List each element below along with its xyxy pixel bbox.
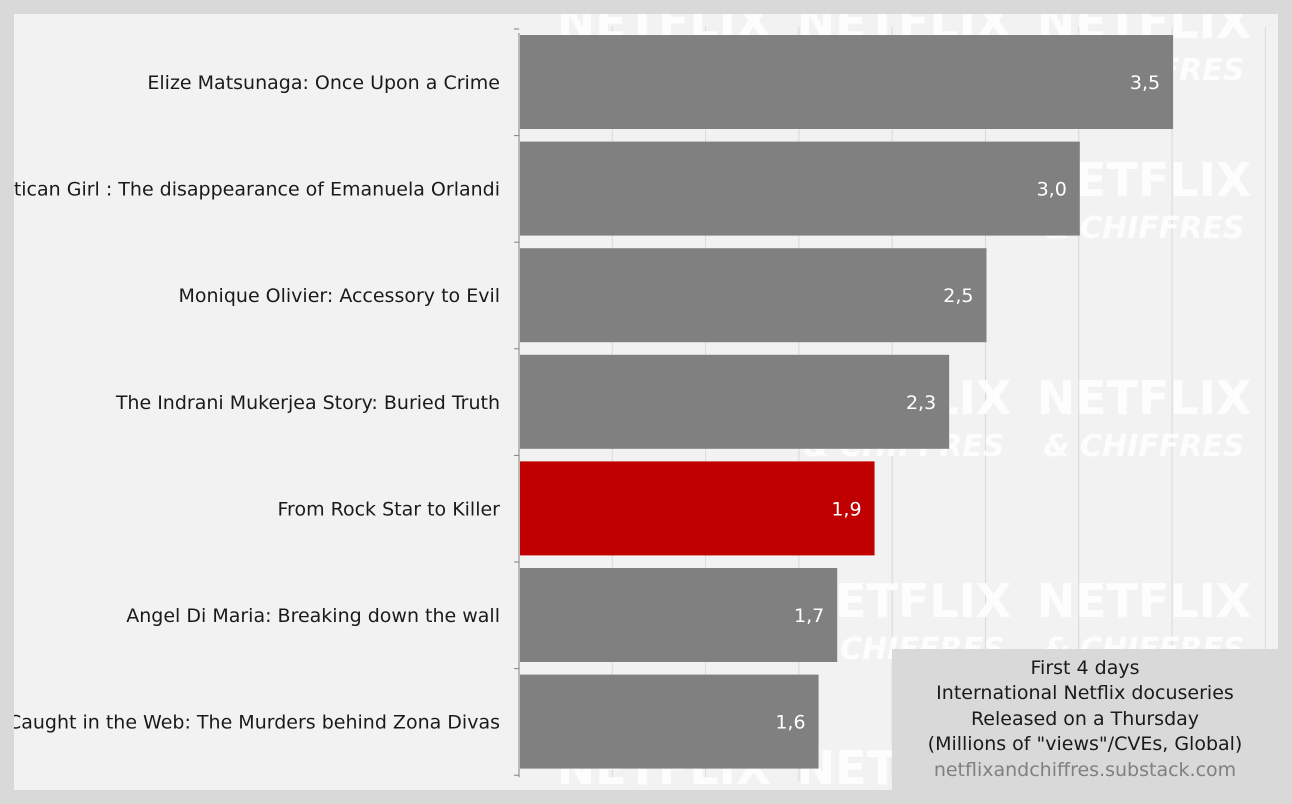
legend-line-units: (Millions of "views"/CVEs, Global) [927, 733, 1243, 755]
bar [520, 354, 950, 449]
category-label: Monique Olivier: Accessory to Evil [179, 285, 501, 307]
legend-line-scope: International Netflix docuseries [936, 682, 1234, 704]
value-labels: 3,5 3,0 2,5 2,3 1,9 1,7 1,6 [775, 72, 1160, 734]
value-label: 1,6 [775, 712, 805, 734]
category-label: The Indrani Mukerjea Story: Buried Truth [115, 392, 500, 414]
legend-line-release: Released on a Thursday [970, 708, 1200, 730]
bars [520, 35, 1174, 769]
legend-line-period: First 4 days [1030, 657, 1140, 679]
watermark-chiffres: & CHIFFRES [1043, 429, 1244, 464]
bar [520, 568, 838, 662]
legend-box: First 4 days International Netflix docus… [892, 649, 1278, 790]
category-label: Vatican Girl : The disappearance of Eman… [14, 179, 500, 201]
watermark-netflix: NETFLIX [1037, 574, 1252, 628]
category-label: Caught in the Web: The Murders behind Zo… [14, 712, 500, 734]
legend-source-link[interactable]: netflixandchiffres.substack.com [933, 759, 1237, 781]
bar [520, 461, 875, 556]
bar [520, 248, 987, 343]
value-label: 3,0 [1037, 179, 1067, 201]
value-label: 2,5 [943, 285, 973, 307]
bar [520, 141, 1080, 236]
value-label: 1,7 [794, 605, 824, 627]
bar [520, 35, 1174, 129]
y-axis [514, 28, 520, 778]
category-label: Elize Matsunaga: Once Upon a Crime [147, 72, 500, 94]
category-label: Angel Di Maria: Breaking down the wall [126, 605, 500, 627]
watermark-netflix: NETFLIX [1037, 371, 1252, 425]
value-label: 2,3 [906, 392, 936, 414]
bar [520, 674, 819, 769]
value-label: 3,5 [1130, 72, 1160, 94]
category-label: From Rock Star to Killer [278, 498, 501, 520]
value-label: 1,9 [831, 498, 861, 520]
category-labels: Elize Matsunaga: Once Upon a Crime Vatica… [14, 72, 500, 734]
chart-panel: NETFLIX & CHIFFRES NETFLIX & CHIFFRES NETFLI… [14, 14, 1278, 790]
